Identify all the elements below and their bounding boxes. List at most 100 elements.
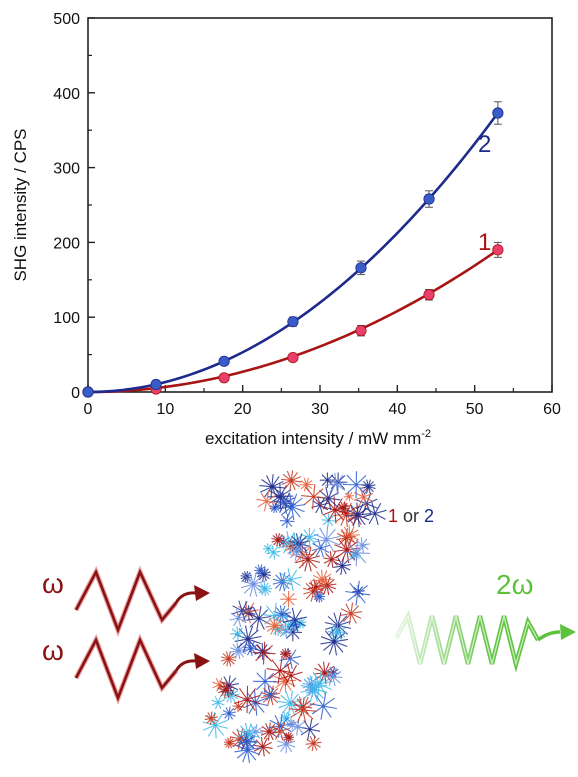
output-wave <box>394 609 576 673</box>
crystal-star <box>307 578 324 595</box>
arrow-head-icon <box>194 585 210 601</box>
data-point-2 <box>150 378 162 391</box>
crystal-star <box>342 471 370 499</box>
crystal-star <box>223 737 236 749</box>
crystal-star <box>316 486 341 511</box>
data-point-2 <box>218 355 230 367</box>
shg-chart: 0 10 20 30 40 50 60 0 100 200 300 400 500 2 1 SHG in… <box>11 11 561 448</box>
data-point-2 <box>287 316 299 328</box>
crystal-star <box>288 696 317 724</box>
crystal-star <box>287 539 309 561</box>
structure-label: 1 or 2 <box>388 506 434 526</box>
input-wave-bottom <box>73 633 210 706</box>
crystal-star <box>309 692 337 720</box>
crystal-star <box>340 602 362 625</box>
crystal-star <box>217 681 235 698</box>
crystal-star <box>278 493 306 521</box>
crystal-star <box>280 590 297 608</box>
crystal-star <box>243 640 259 656</box>
crystal-star <box>222 706 237 721</box>
crystal-star <box>363 501 387 526</box>
structure-label-2: 2 <box>424 506 434 526</box>
y-tick-label: 200 <box>53 235 80 252</box>
crystal-star <box>345 580 371 606</box>
crystal-star <box>344 491 354 502</box>
crystal-star <box>270 721 290 741</box>
crystal-star <box>277 690 303 716</box>
y-tick-label: 400 <box>53 86 80 103</box>
structure-label-or: or <box>398 506 424 526</box>
crystal-star <box>321 496 349 524</box>
data-point-1 <box>218 372 230 384</box>
crystal-star <box>283 623 303 642</box>
crystal-star <box>279 513 295 529</box>
crystal-star <box>323 550 340 568</box>
data-point-1 <box>355 325 367 337</box>
crystal-star <box>339 525 360 546</box>
crystal-star <box>267 483 294 510</box>
crystal-star <box>234 685 261 714</box>
x-tick-label: 60 <box>543 401 561 418</box>
crystal-star <box>283 607 307 632</box>
x-axis-label-exponent: -2 <box>421 428 431 440</box>
y-axis-label: SHG intensity / CPS <box>11 128 30 281</box>
structure-label-1: 1 <box>388 506 398 526</box>
crystal-star <box>325 472 348 495</box>
crystal-star <box>231 600 253 622</box>
series-label-1: 1 <box>478 229 491 256</box>
x-axis-label-main: excitation intensity / mW mm <box>205 429 421 448</box>
crystal-star <box>337 501 350 515</box>
y-tick-label: 100 <box>53 310 80 327</box>
data-points <box>82 101 504 398</box>
data-point-1 <box>423 289 435 301</box>
crystal-star <box>306 670 333 698</box>
crystal-star <box>229 609 248 628</box>
output-2omega-label: 2ω <box>496 569 533 600</box>
fit-curves <box>87 112 499 394</box>
axis-ticks: 0 10 20 30 40 50 60 0 100 200 300 400 500 <box>53 11 561 418</box>
crystal-star <box>271 533 285 547</box>
crystal-star <box>289 718 307 736</box>
series-label-2: 2 <box>478 131 491 158</box>
crystal-star <box>204 711 219 726</box>
arrow-head-icon <box>560 624 576 640</box>
crystal-star <box>286 718 297 730</box>
crystal-star <box>202 712 229 739</box>
input-wave-top <box>73 565 210 638</box>
crystal-star <box>252 641 276 665</box>
crystal-star <box>283 732 294 743</box>
x-tick-label: 40 <box>388 401 406 418</box>
crystal-star <box>220 651 237 667</box>
crystal-structure-image <box>202 470 387 763</box>
crystal-star <box>253 736 273 757</box>
crystal-star <box>265 616 285 636</box>
crystal-star <box>336 528 356 548</box>
crystal-star <box>246 605 272 631</box>
crystal-star <box>256 491 277 512</box>
crystal-star <box>211 695 225 710</box>
crystal-star <box>262 543 274 554</box>
y-tick-label: 0 <box>71 385 80 402</box>
crystal-star <box>240 571 266 597</box>
crystal-star <box>345 502 371 528</box>
crystal-star <box>230 626 245 641</box>
data-point-2 <box>423 193 435 205</box>
data-point-2 <box>82 386 94 398</box>
input-omega-bottom: ω <box>42 635 64 666</box>
x-tick-label: 10 <box>156 401 174 418</box>
crystal-star <box>260 722 279 741</box>
input-omega-top: ω <box>42 568 64 599</box>
crystal-star <box>312 569 333 591</box>
arrow-head-icon <box>194 653 210 669</box>
data-point-2 <box>355 262 367 274</box>
crystal-star <box>279 648 292 660</box>
crystal-star <box>301 484 327 510</box>
data-point-1 <box>492 244 504 256</box>
crystal-star <box>279 568 302 591</box>
fit-curve-2 <box>87 112 499 394</box>
y-tick-label: 500 <box>53 11 80 28</box>
data-point-2 <box>492 107 504 119</box>
crystal-star <box>280 470 302 491</box>
crystal-star <box>305 735 322 752</box>
